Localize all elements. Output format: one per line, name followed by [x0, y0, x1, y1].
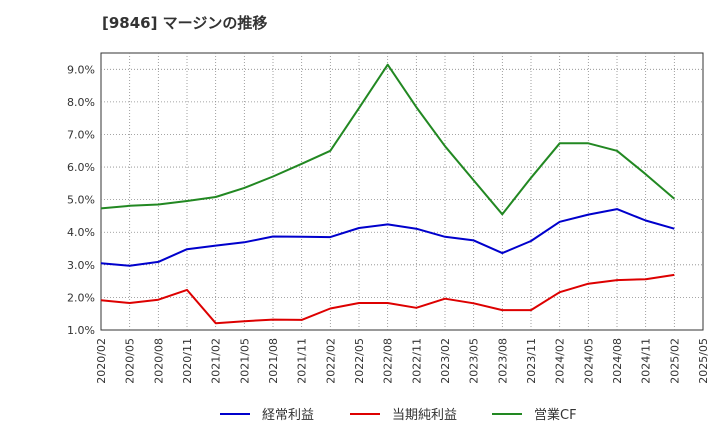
x-tick-label: 2024/11 — [640, 338, 653, 384]
x-tick-label: 2020/11 — [181, 338, 194, 384]
x-tick-label: 2024/05 — [582, 338, 595, 384]
series-line — [100, 63, 675, 216]
x-tick-label: 2023/11 — [525, 338, 538, 384]
legend-label: 当期純利益 — [392, 408, 457, 423]
x-tick-label: 2020/08 — [152, 338, 165, 384]
series-line — [100, 208, 675, 267]
x-tick-label: 2021/05 — [238, 338, 251, 384]
x-tick-label: 2021/11 — [296, 338, 309, 384]
x-tick-label: 2021/08 — [267, 338, 280, 384]
x-tick-label: 2023/08 — [496, 338, 509, 384]
plot-frame — [100, 52, 704, 331]
y-tick-label: 2.0% — [67, 291, 95, 304]
legend-label: 営業CF — [534, 407, 577, 423]
x-tick-label: 2025/05 — [697, 338, 710, 384]
x-tick-label: 2020/05 — [124, 338, 137, 384]
x-tick-label: 2021/02 — [210, 338, 223, 384]
x-tick-label: 2022/05 — [353, 338, 366, 384]
x-tick-label: 2025/02 — [668, 338, 681, 384]
x-tick-label: 2022/11 — [410, 338, 423, 384]
chart-title: [9846] マージンの推移 — [102, 14, 268, 32]
y-tick-label: 9.0% — [67, 63, 95, 76]
series-line — [100, 273, 675, 325]
y-tick-label: 7.0% — [67, 128, 95, 141]
x-tick-label: 2024/02 — [554, 338, 567, 384]
legend-label: 経常利益 — [262, 408, 314, 423]
y-tick-label: 3.0% — [67, 259, 95, 272]
y-tick-label: 1.0% — [67, 324, 95, 337]
x-tick-label: 2023/02 — [439, 338, 452, 384]
x-tick-label: 2020/02 — [95, 338, 108, 384]
y-tick-label: 5.0% — [67, 194, 95, 207]
y-tick-label: 4.0% — [67, 226, 95, 239]
x-tick-label: 2023/05 — [468, 338, 481, 384]
x-tick-label: 2022/08 — [382, 338, 395, 384]
x-tick-label: 2022/02 — [324, 338, 337, 384]
y-tick-label: 8.0% — [67, 96, 95, 109]
y-tick-label: 6.0% — [67, 161, 95, 174]
x-tick-label: 2024/08 — [611, 338, 624, 384]
